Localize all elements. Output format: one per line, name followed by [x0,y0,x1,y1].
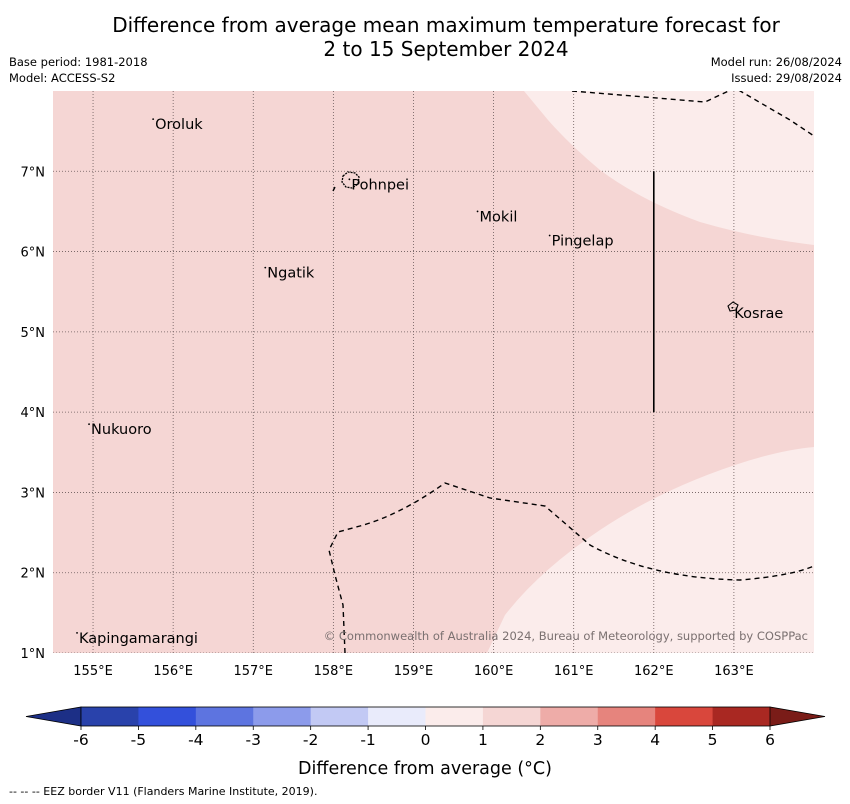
model-name: Model: ACCESS-S2 [9,71,116,85]
place-label-pohnpei: Pohnpei [351,177,409,193]
lon-tick-label: 162°E [634,664,674,679]
colorbar-bin [540,707,599,726]
lon-tick-label: 155°E [73,664,113,679]
place-marker-kosrae [731,306,734,309]
map-area: Oroluk Pohnpei Mokil Pingelap Ngatik Kosrae Nu… [53,91,814,653]
place-marker-nukuoro [88,423,90,426]
colorbar-bin [310,707,369,726]
model-run: Model run: 26/08/2024 [710,55,842,69]
meta-left: Base period: 1981-2018 Model: ACCESS-S2 [9,54,148,86]
place-marker-pingelap [548,234,551,237]
lon-tick-label: 158°E [314,664,354,679]
lon-tick-label: 161°E [554,664,594,679]
colorbar-tick-label: -3 [246,731,261,749]
colorbar-bin [425,707,484,726]
chart-title: Difference from average mean maximum tem… [0,13,850,61]
meta-right: Model run: 26/08/2024 Issued: 29/08/2024 [711,54,842,86]
eez-border-pohnpei-fragment [332,186,336,192]
colorbar-bin [368,707,426,726]
place-label-ngatik: Ngatik [267,266,315,282]
lat-tick-label: 5°N [21,326,46,341]
colorbar-bin [712,707,771,726]
colorbar-tick-label: -5 [131,731,146,749]
colorbar-bin [253,707,312,726]
lat-tick-label: 4°N [21,406,46,421]
colorbar-bin [597,707,656,726]
lon-tick-label: 157°E [233,664,273,679]
colorbar-tick-label: -6 [73,731,88,749]
place-label-nukuoro: Nukuoro [91,422,152,438]
copyright-notice: © Commonwealth of Australia 2024, Bureau… [324,629,808,643]
place-label-oroluk: Oroluk [155,117,203,133]
colorbar-tick-label: -1 [360,731,375,749]
pohnpei-island-outline [341,171,360,189]
colorbar-bin [138,707,197,726]
place-marker-ngatik [264,266,267,269]
lat-tick-label: 3°N [21,486,46,501]
lat-tick-label: 2°N [21,567,46,582]
colorbar-tick-label: 5 [708,731,718,749]
lon-tick-label: 159°E [394,664,434,679]
colorbar-bin [81,707,139,726]
colorbar-tick-label: 3 [593,731,603,749]
colorbar-under-extension [25,706,82,727]
colorbar-tick-label: 2 [535,731,545,749]
colorbar-bin [655,707,714,726]
colorbar-tick-label: 6 [765,731,775,749]
colorbar-label: Difference from average (°C) [298,759,552,779]
colorbar-tick-label: -2 [303,731,318,749]
colorbar: -6 -5 -4 -3 -2 -1 0 1 2 3 4 5 6 [25,706,826,749]
lon-tick-label: 156°E [153,664,193,679]
colorbar-tick-label: -4 [188,731,203,749]
colorbar-bin [195,707,254,726]
lat-tick-label: 1°N [21,647,46,662]
place-label-mokil: Mokil [480,209,518,225]
anomaly-fill-ne-0-to-1 [524,91,814,245]
lon-tick-label: 163°E [714,664,754,679]
place-marker-pohnpei [348,178,351,181]
title-line-2: 2 to 15 September 2024 [323,37,569,61]
place-marker-kapingamarangi [76,632,78,634]
lat-tick-label: 7°N [21,165,46,180]
place-label-kosrae: Kosrae [734,306,783,322]
kosrae-island-outline [727,301,739,312]
title-line-1: Difference from average mean maximum tem… [112,13,780,37]
eez-borders [328,91,814,653]
axis-labels: 155°E 156°E 157°E 158°E 159°E 160°E 161°E 162°E… [21,165,754,679]
base-period: Base period: 1981-2018 [9,55,148,69]
place-marker-oroluk [152,118,155,120]
colorbar-tick-label: 1 [478,731,488,749]
eez-footnote: -- -- -- EEZ border V11 (Flanders Marine… [9,785,318,798]
place-marker-mokil [476,210,479,213]
anomaly-fill-se-0-to-1 [487,447,814,653]
lat-tick-label: 6°N [21,246,46,261]
colorbar-bin [482,707,541,726]
colorbar-tick-label: 4 [650,731,660,749]
place-label-kapingamarangi: Kapingamarangi [79,631,198,647]
eez-border-south [328,482,814,653]
colorbar-tick-label: 0 [421,731,431,749]
colorbar-over-extension [769,706,826,727]
issued-date: Issued: 29/08/2024 [731,71,842,85]
lon-tick-label: 160°E [474,664,514,679]
place-labels: Oroluk Pohnpei Mokil Pingelap Ngatik Kosrae Nu… [76,117,783,647]
place-label-pingelap: Pingelap [552,234,614,250]
